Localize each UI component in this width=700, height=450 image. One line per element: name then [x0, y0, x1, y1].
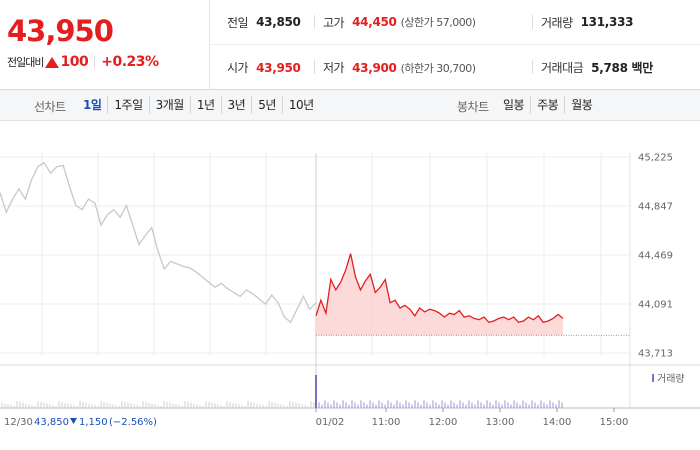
lower-limit: (하한가 30,700) [400, 61, 476, 75]
high-label: 고가 [323, 15, 345, 30]
summary-row-2: 시가 43,950 저가 43,900 (하한가 30,700) 거래대금 5,… [210, 45, 700, 90]
summary-table: 전일 43,850 고가 44,450 (상한가 57,000) 거래량 131… [210, 0, 700, 90]
y-tick-label: 45,225 [638, 153, 673, 164]
trade-value-cell: 거래대금 5,788 백만 [541, 58, 653, 78]
series-area-today [316, 253, 563, 336]
summary-row-1: 전일 43,850 고가 44,450 (상한가 57,000) 거래량 131… [210, 0, 700, 45]
summary-divider [532, 15, 533, 29]
x-tick-label: 11:00 [372, 417, 401, 428]
period-tab-1y[interactable]: 1년 [189, 96, 221, 114]
footer-prev-close: 43,850 [34, 417, 69, 428]
volume-panel: 거래량 [0, 364, 700, 409]
quote-header: 43,950 전일대비 100 +0.23% 전일 43,850 고가 44,4… [0, 0, 700, 90]
low-cell: 저가 43,900 (하한가 30,700) [323, 58, 476, 78]
x-tick-label: 01/02 [316, 417, 345, 428]
low-label: 저가 [323, 61, 345, 75]
up-triangle-icon [45, 56, 60, 68]
current-price: 43,950 [7, 14, 114, 48]
change-percent: +0.23% [101, 54, 159, 70]
trade-value-label: 거래대금 [541, 61, 584, 75]
x-tick-label: 12:00 [429, 417, 458, 428]
chart-toolbar: 선차트 1일 1주일 3개월 1년 3년 5년 10년 봉차트 일봉 주봉 월봉 [0, 90, 700, 121]
period-tab-1w[interactable]: 1주일 [107, 96, 148, 114]
summary-divider [532, 60, 533, 74]
price-box: 43,950 전일대비 100 +0.23% [0, 0, 210, 90]
volume-cell: 거래량 131,333 [541, 12, 633, 32]
candle-tab-monthly[interactable]: 월봉 [564, 96, 598, 114]
chart-grid [0, 153, 631, 408]
series-line-today [315, 253, 564, 324]
y-axis-labels: 45,225 44,847 44,469 44,091 43,713 [638, 153, 673, 360]
upper-limit: (상한가 57,000) [400, 16, 476, 29]
summary-divider [314, 15, 315, 29]
y-tick-label: 44,847 [638, 202, 673, 213]
summary-divider [314, 60, 315, 74]
chart-series [0, 161, 630, 336]
period-tab-10y[interactable]: 10년 [281, 96, 320, 114]
prev-close-label: 전일 [227, 15, 249, 30]
period-tab-1d[interactable]: 1일 [83, 98, 102, 112]
footer-prev-change: 1,150 [79, 417, 108, 428]
y-tick-label: 44,091 [638, 300, 673, 311]
candle-tabs: 일봉 주봉 월봉 [497, 96, 598, 114]
series-line-prev-day [0, 161, 317, 324]
period-tab-3y[interactable]: 3년 [220, 96, 252, 114]
y-tick-label: 43,713 [638, 349, 673, 360]
low-value: 43,900 [352, 60, 397, 75]
line-chart-label: 선차트 [34, 100, 66, 114]
down-triangle-icon [70, 418, 77, 424]
change-divider [94, 56, 96, 68]
open-cell: 시가 43,950 [227, 58, 301, 78]
period-tabs: 1일 1주일 3개월 1년 3년 5년 10년 [77, 96, 320, 114]
trade-value-value: 5,788 백만 [591, 61, 653, 75]
open-value: 43,950 [256, 60, 301, 75]
change-value: 100 [60, 54, 89, 70]
footer-prev-change-pct: (−2.56%) [109, 417, 157, 428]
x-tick-label: 13:00 [486, 417, 515, 428]
candle-tab-daily[interactable]: 일봉 [503, 98, 525, 112]
x-tick-label: 14:00 [543, 417, 572, 428]
price-chart[interactable]: 45,225 44,847 44,469 44,091 43,713 거래량 01/02… [0, 121, 700, 450]
x-axis-labels: 01/02 11:00 12:00 13:00 14:00 15:00 [315, 408, 629, 428]
volume-value: 131,333 [580, 15, 634, 29]
candle-tab-weekly[interactable]: 주봉 [530, 96, 564, 114]
candle-chart-label: 봉차트 [457, 100, 489, 114]
x-tick-label: 15:00 [600, 417, 629, 428]
volume-label: 거래량 [541, 15, 573, 30]
high-cell: 고가 44,450 (상한가 57,000) [323, 12, 476, 32]
open-label: 시가 [227, 61, 249, 75]
prev-close-cell: 전일 43,850 [227, 12, 301, 32]
volume-legend-label: 거래량 [657, 373, 685, 385]
change-label: 전일대비 [7, 56, 44, 69]
y-tick-label: 44,469 [638, 251, 673, 262]
high-value: 44,450 [352, 15, 397, 29]
volume-legend-swatch [652, 374, 654, 382]
period-tab-3m[interactable]: 3개월 [148, 96, 190, 114]
chart-footer: 12/30 43,850 1,150 (−2.56%) [4, 417, 157, 428]
change-row: 전일대비 100 +0.23% [7, 54, 159, 70]
prev-close-value: 43,850 [256, 15, 301, 29]
footer-prev-date: 12/30 [4, 417, 33, 428]
period-tab-5y[interactable]: 5년 [251, 96, 282, 114]
